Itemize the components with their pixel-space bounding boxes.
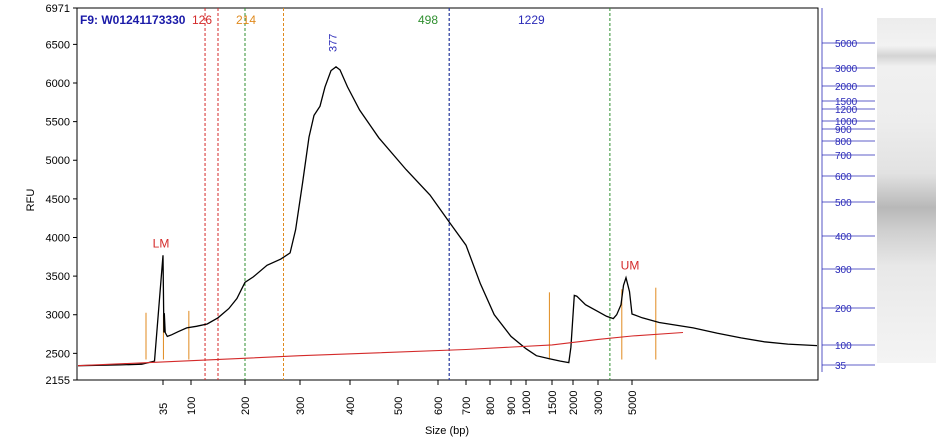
marker-label: UM [621,259,640,273]
y-tick-label: 5500 [46,117,70,129]
y-tick-label: 3000 [46,310,70,322]
y-tick-label: 6000 [46,78,70,90]
x-tick-label: 400 [345,397,357,415]
region-label: 498 [418,13,438,27]
baseline-line [77,331,684,367]
y-tick-label: 2500 [46,348,70,360]
y-tick-label: 6971 [46,3,70,15]
y-axis: 2155 2500 3000 3500 4000 4500 5000 5500 6000 6500… [46,3,77,387]
x-tick-label: 100 [186,397,198,415]
peak-size-label: 377 [328,34,340,52]
y-tick-label: 2155 [46,375,70,387]
chart-title: F9: W01241173330 [80,13,186,27]
x-tick-label: 3000 [593,391,605,415]
ladder-label: 100 [835,341,852,352]
x-axis: 35 100 200 300 400 500 600 700 800 900 1000 1500 200… [158,380,639,415]
ladder-label: 700 [835,151,852,162]
gel-lane-image [877,18,936,363]
region-labels: 126 214 498 1229 377 [192,13,545,52]
y-tick-label: 4000 [46,232,70,244]
y-tick-label: 6500 [46,39,70,51]
ladder-label: 500 [835,198,852,209]
x-tick-label: 200 [240,397,252,415]
ladder-label: 300 [835,265,852,276]
y-tick-label: 4500 [46,194,70,206]
x-tick-label: 300 [295,397,307,415]
ladder-label: 5000 [835,39,858,50]
x-tick-label: 2000 [568,391,580,415]
x-tick-label: 900 [506,397,518,415]
ladder-label: 600 [835,172,852,183]
ladder-label: 2000 [835,82,858,93]
x-tick-label: 1000 [521,391,533,415]
region-label: 126 [192,13,212,27]
region-label: 214 [236,13,256,27]
ladder-label: 900 [835,125,852,136]
plot-area [76,7,819,381]
ladder-label: 800 [835,137,852,148]
ladder-label: 200 [835,304,852,315]
ladder-label: 400 [835,232,852,243]
x-tick-label: 5000 [627,391,639,415]
ladder-label: 1500 [835,97,858,108]
ladder-label: 3000 [835,64,858,75]
x-tick-label: 1500 [547,391,559,415]
x-tick-label: 600 [433,397,445,415]
ladder-label: 35 [835,361,847,372]
ladder-label: 1000 [835,117,858,128]
region-label: 1229 [518,13,545,27]
trace-line [77,65,818,367]
x-tick-label: 500 [393,397,405,415]
y-axis-label: RFU [25,189,37,212]
x-axis-label: Size (bp) [425,425,469,437]
x-tick-label: 700 [461,397,473,415]
x-tick-label: 800 [485,397,497,415]
marker-label: LM [153,236,170,250]
x-tick-label: 35 [158,403,170,415]
y-tick-label: 5000 [46,155,70,167]
ladder-label: 1200 [835,105,858,116]
series [77,65,818,367]
y-tick-label: 3500 [46,271,70,283]
markers: LM UM [153,236,640,272]
